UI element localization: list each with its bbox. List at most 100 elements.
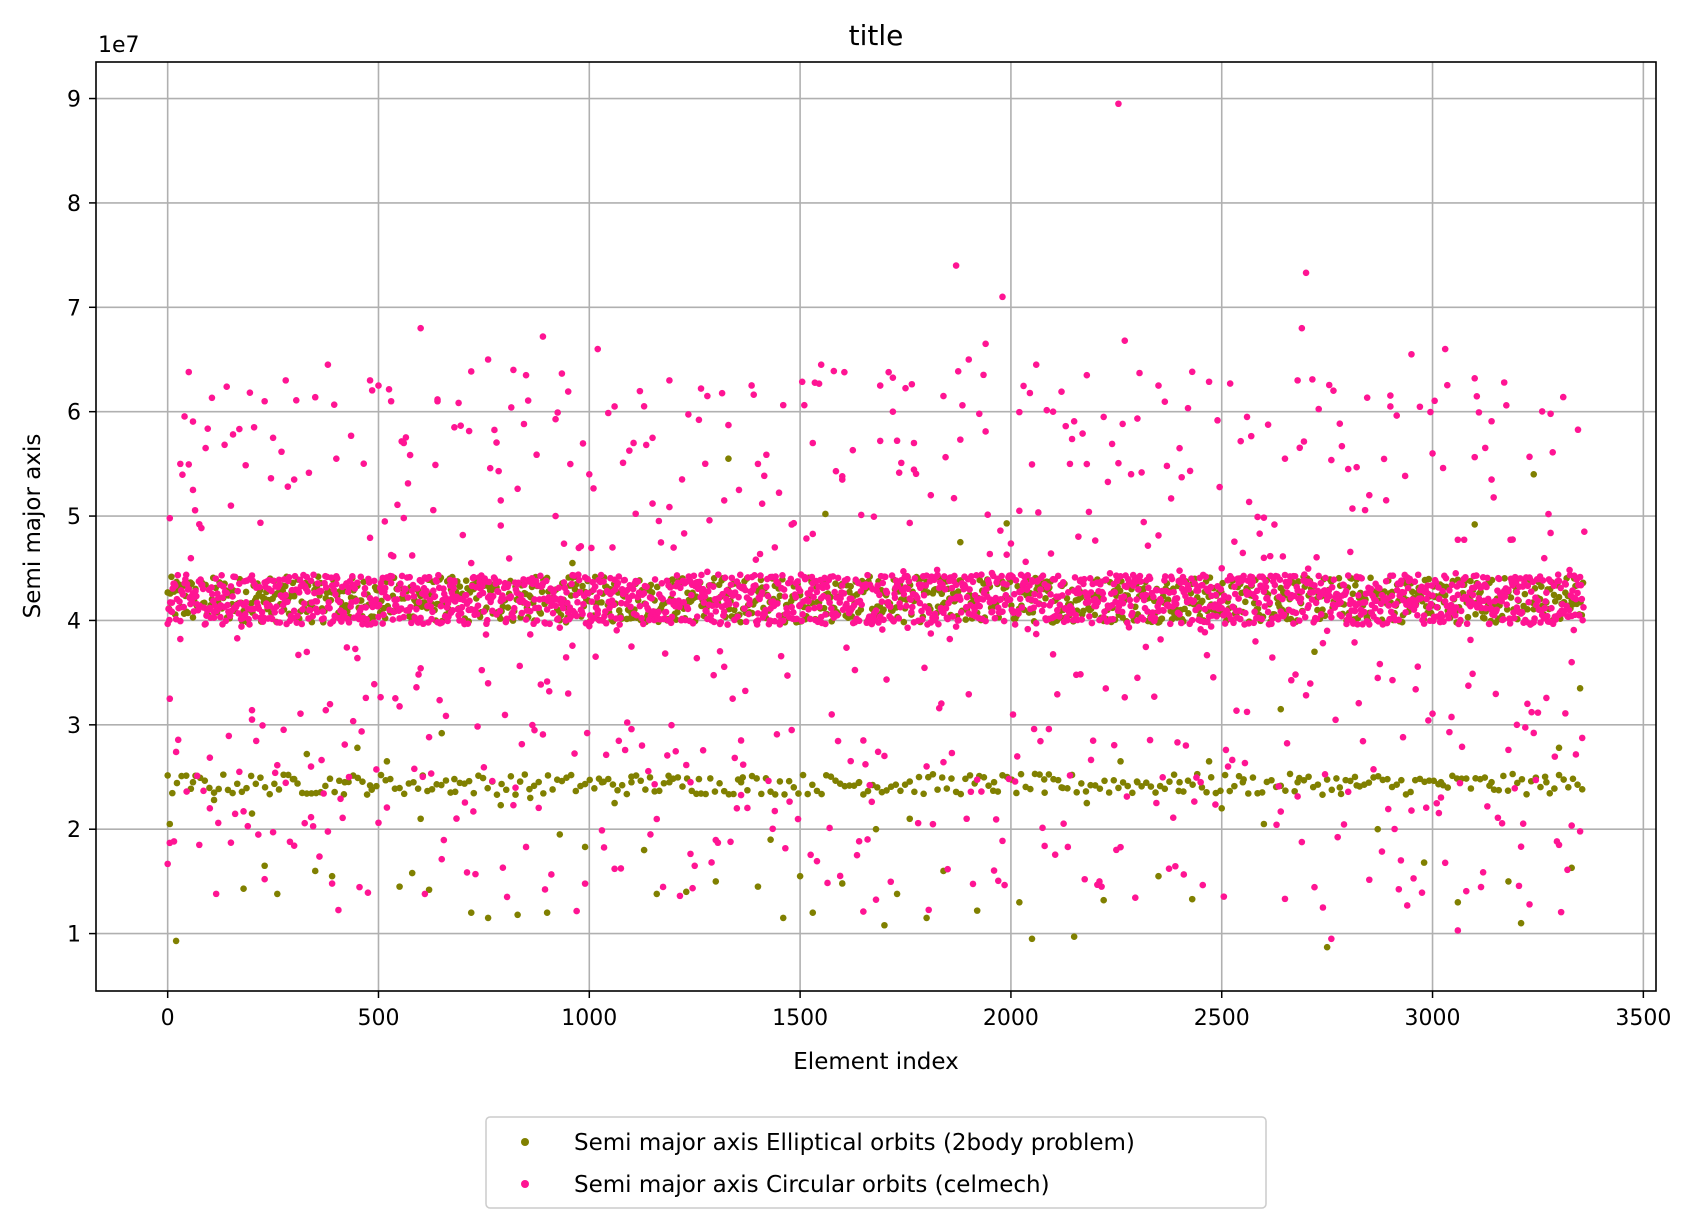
circular-point [336, 598, 343, 606]
circular-point [999, 608, 1006, 616]
circular-point [242, 461, 249, 469]
circular-point [844, 575, 851, 583]
circular-point [345, 619, 353, 626]
circular-point [1220, 893, 1228, 900]
elliptical-point [530, 782, 538, 790]
circular-point [1299, 608, 1306, 616]
circular-point [593, 594, 601, 601]
circular-point [788, 726, 795, 734]
circular-point [1236, 607, 1243, 615]
circular-point [805, 606, 812, 613]
elliptical-point [1226, 787, 1234, 795]
circular-point [978, 788, 985, 795]
circular-point [985, 580, 993, 587]
circular-point [709, 583, 717, 590]
circular-point [225, 732, 233, 740]
elliptical-point [354, 744, 361, 752]
circular-point [1245, 620, 1253, 627]
circular-point [1372, 580, 1379, 588]
circular-point [531, 726, 538, 734]
circular-point [1319, 904, 1327, 911]
circular-point [874, 748, 882, 756]
circular-point [282, 591, 290, 599]
circular-point [1562, 581, 1570, 588]
elliptical-point [1073, 788, 1080, 796]
circular-point [559, 596, 566, 603]
circular-point [248, 716, 256, 723]
circular-point [303, 573, 311, 581]
circular-point [999, 293, 1006, 301]
circular-point [1273, 821, 1280, 829]
circular-point [564, 690, 572, 697]
circular-point [828, 711, 836, 718]
circular-point [1404, 584, 1412, 592]
circular-point [1059, 579, 1067, 586]
circular-point [1062, 422, 1070, 430]
circular-point [366, 534, 374, 542]
circular-point [1290, 620, 1297, 627]
circular-point [522, 371, 530, 379]
circular-point [720, 663, 728, 671]
circular-point [1005, 775, 1013, 783]
elliptical-point [229, 789, 236, 797]
circular-point [440, 836, 448, 844]
circular-point [495, 467, 502, 475]
circular-point [548, 871, 555, 878]
circular-point [1378, 848, 1386, 855]
circular-point [813, 857, 821, 865]
elliptical-point [737, 778, 745, 786]
elliptical-point [804, 790, 811, 798]
circular-point [398, 572, 406, 580]
circular-point [489, 592, 497, 600]
circular-point [219, 594, 226, 601]
circular-point [1564, 866, 1571, 874]
elliptical-point [451, 788, 459, 796]
circular-point [569, 642, 576, 649]
circular-point [691, 862, 699, 870]
elliptical-point [776, 592, 784, 600]
elliptical-point [598, 778, 606, 786]
circular-point [466, 597, 473, 605]
elliptical-point [632, 772, 640, 779]
circular-point [333, 580, 340, 588]
circular-point [946, 635, 954, 643]
circular-point [927, 630, 935, 637]
circular-point [764, 592, 772, 600]
circular-point [1363, 394, 1371, 401]
circular-point [1311, 883, 1318, 891]
elliptical-point [864, 787, 872, 795]
elliptical-point [220, 771, 227, 778]
circular-point [1345, 612, 1353, 620]
circular-point [361, 584, 369, 592]
circular-point [229, 431, 237, 438]
elliptical-point [731, 606, 738, 614]
circular-point [1315, 405, 1323, 413]
elliptical-point [182, 772, 190, 779]
x-tick-label: 1000 [561, 1006, 617, 1031]
circular-point [916, 599, 924, 607]
circular-point [1549, 448, 1557, 456]
circular-point [1279, 553, 1287, 560]
circular-point [1051, 851, 1059, 858]
circular-point [467, 368, 475, 375]
elliptical-point [290, 775, 298, 783]
circular-point [895, 469, 903, 476]
circular-point [876, 437, 884, 445]
circular-point [866, 781, 873, 789]
circular-point [474, 602, 482, 609]
elliptical-point [243, 784, 250, 792]
circular-point [518, 609, 526, 617]
circular-point [473, 610, 481, 618]
circular-point [332, 591, 339, 598]
elliptical-point [1036, 771, 1043, 778]
circular-point [537, 572, 544, 580]
circular-point [410, 593, 418, 600]
circular-point [864, 836, 871, 843]
circular-point [944, 615, 951, 623]
circular-point [1205, 378, 1213, 386]
circular-point [1513, 721, 1521, 729]
circular-point [290, 476, 298, 483]
circular-point [655, 608, 662, 616]
circular-point [897, 603, 904, 611]
circular-point [408, 587, 416, 595]
